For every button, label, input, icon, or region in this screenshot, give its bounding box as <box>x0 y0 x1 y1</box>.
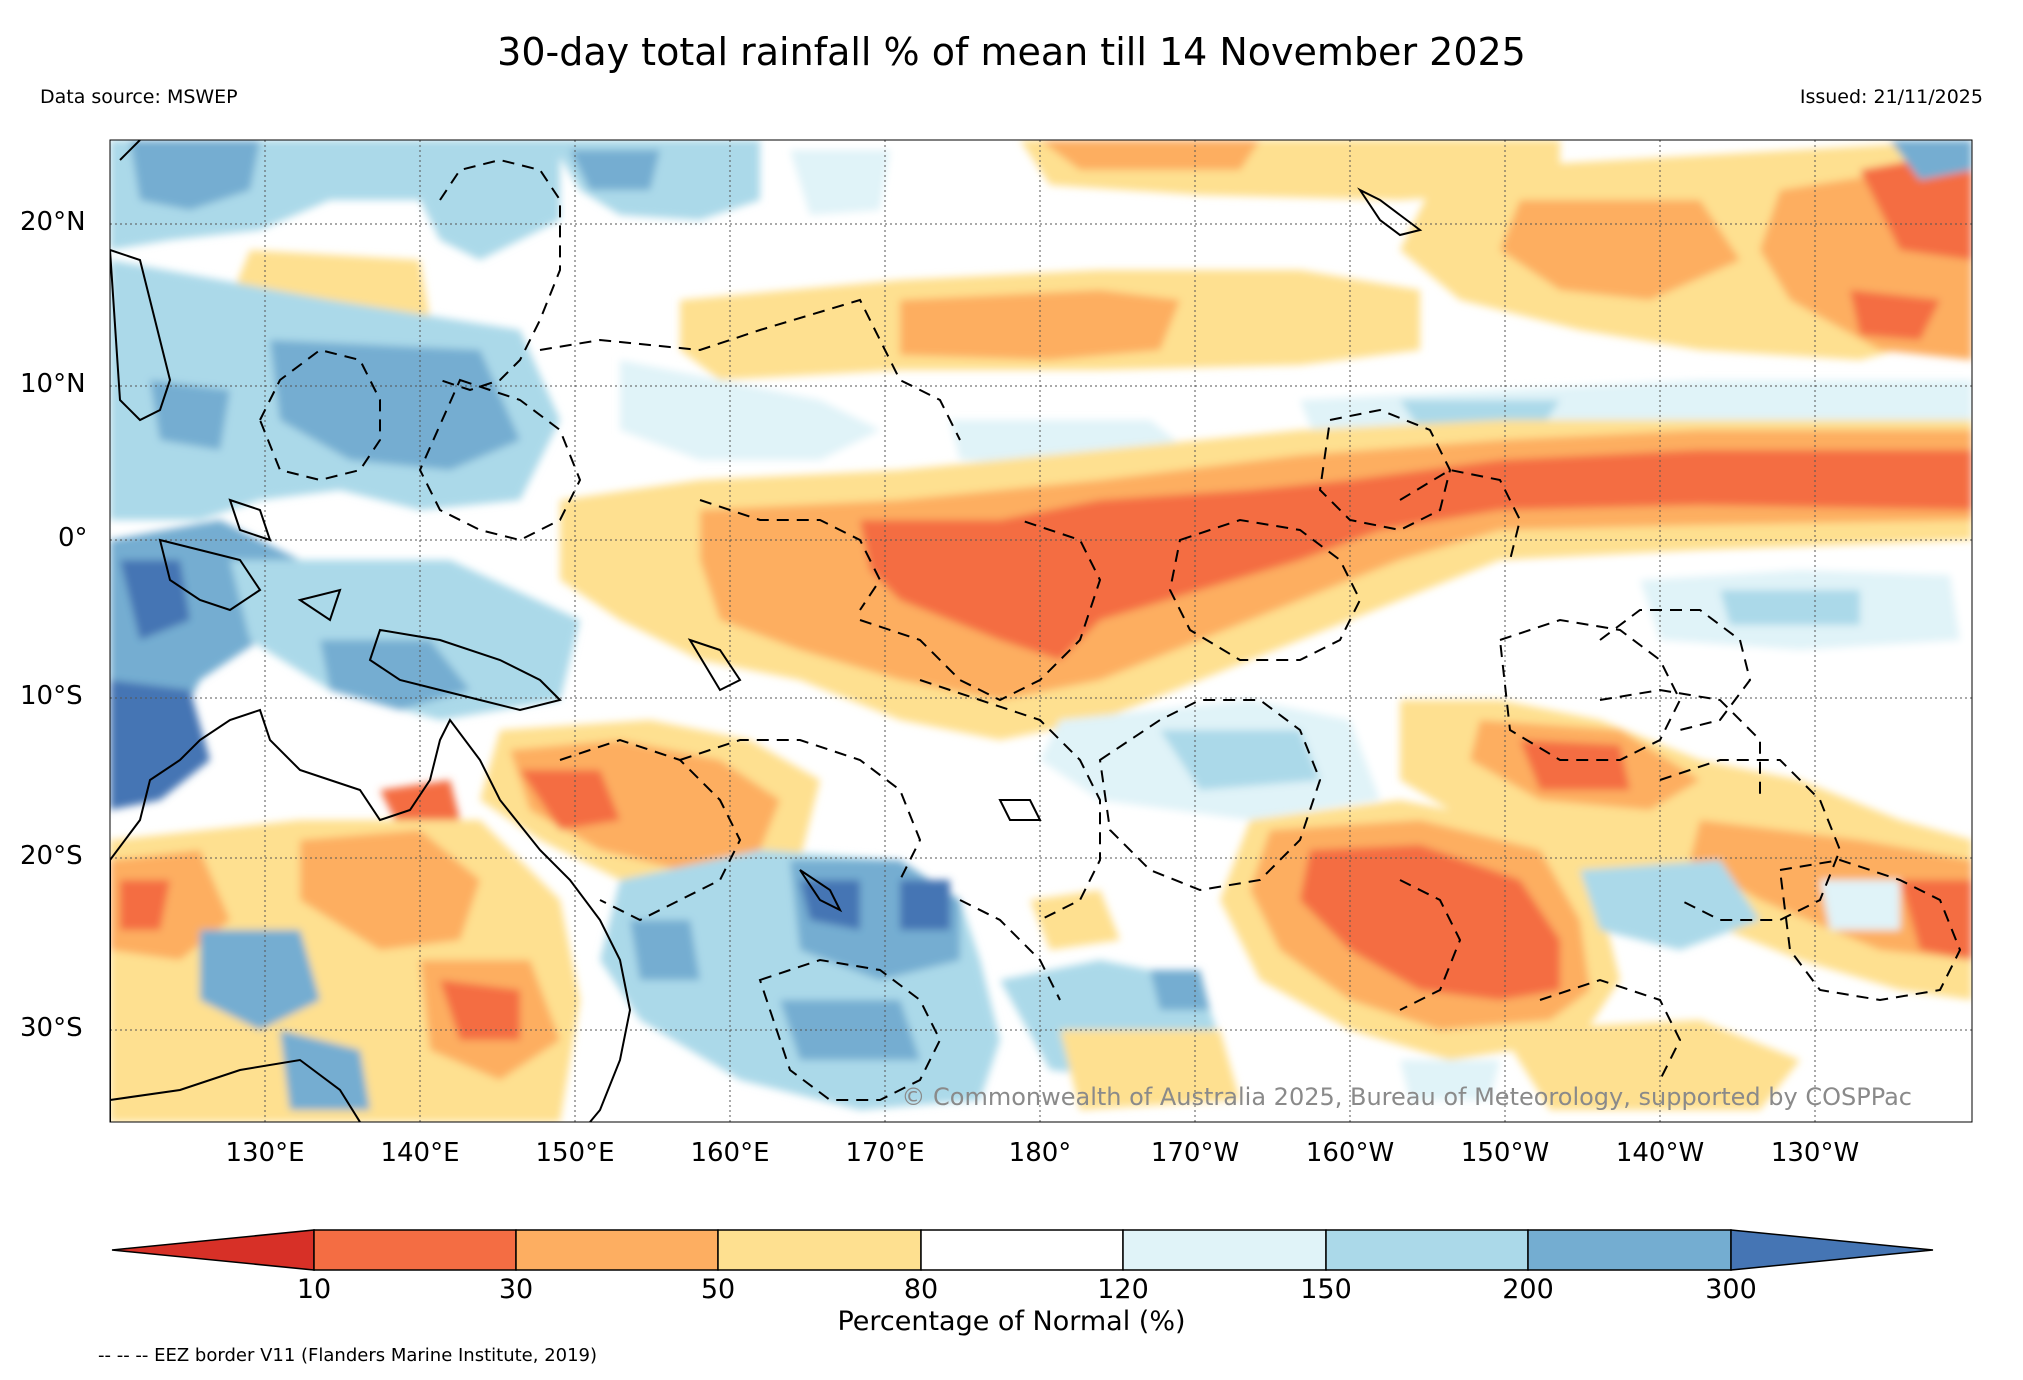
colorbar-label: 80 <box>903 1274 939 1305</box>
rainfall-anomaly-field <box>110 140 1972 1122</box>
colorbar-50-80 <box>717 1229 922 1271</box>
lon-tick: 170°E <box>845 1138 925 1168</box>
lat-tick: 20°N <box>20 207 86 237</box>
lat-tick: 10°N <box>20 369 86 399</box>
lon-tick: 130°E <box>225 1138 305 1168</box>
colorbar-10-30 <box>313 1229 517 1271</box>
lon-tick: 140°E <box>380 1138 460 1168</box>
graticule <box>110 140 1972 1122</box>
lon-tick: 160°W <box>1305 1138 1395 1168</box>
colorbar-label: 150 <box>1300 1274 1352 1305</box>
lat-tick: 20°S <box>20 841 83 871</box>
data-source: Data source: MSWEP <box>40 86 238 108</box>
colorbar-label: 50 <box>700 1274 736 1305</box>
colorbar-200-300 <box>1527 1229 1732 1271</box>
lat-tick: 0° <box>58 523 88 553</box>
lon-tick: 150°W <box>1460 1138 1550 1168</box>
lat-tick: 10°S <box>20 681 83 711</box>
map-frame <box>109 139 1973 1123</box>
lon-tick: 170°W <box>1150 1138 1240 1168</box>
eez-borders <box>258 158 1962 1101</box>
colorbar-label: 30 <box>498 1274 534 1305</box>
lon-tick: 150°E <box>535 1138 615 1168</box>
eez-footnote: -- -- -- EEZ border V11 (Flanders Marine… <box>98 1345 598 1366</box>
colorbar-150-200 <box>1325 1229 1529 1271</box>
colorbar-label: 200 <box>1502 1274 1554 1305</box>
map-field: © Commonwealth of Australia 2025, Bureau… <box>110 140 1972 1122</box>
coastlines <box>110 140 1423 1122</box>
colorbar-label: 300 <box>1705 1274 1757 1305</box>
copyright-text: © Commonwealth of Australia 2025, Bureau… <box>901 1083 1912 1111</box>
issued-date: Issued: 21/11/2025 <box>1799 86 1983 108</box>
lon-tick: 140°W <box>1615 1138 1705 1168</box>
colorbar-label: 10 <box>296 1274 332 1305</box>
colorbar-120-150 <box>1122 1229 1327 1271</box>
lon-tick: 180° <box>1008 1138 1072 1168</box>
colorbar-lt10 <box>111 1229 315 1271</box>
map-title: 30-day total rainfall % of mean till 14 … <box>497 30 1526 74</box>
colorbar <box>111 1229 1934 1271</box>
colorbar-title: Percentage of Normal (%) <box>837 1306 1186 1337</box>
colorbar-30-50 <box>515 1229 719 1271</box>
lon-tick: 130°W <box>1770 1138 1860 1168</box>
lat-tick: 30°S <box>20 1013 83 1043</box>
colorbar-gt300 <box>1730 1229 1934 1271</box>
colorbar-80-120 <box>920 1229 1124 1271</box>
lon-tick: 160°E <box>690 1138 770 1168</box>
colorbar-label: 120 <box>1097 1274 1149 1305</box>
